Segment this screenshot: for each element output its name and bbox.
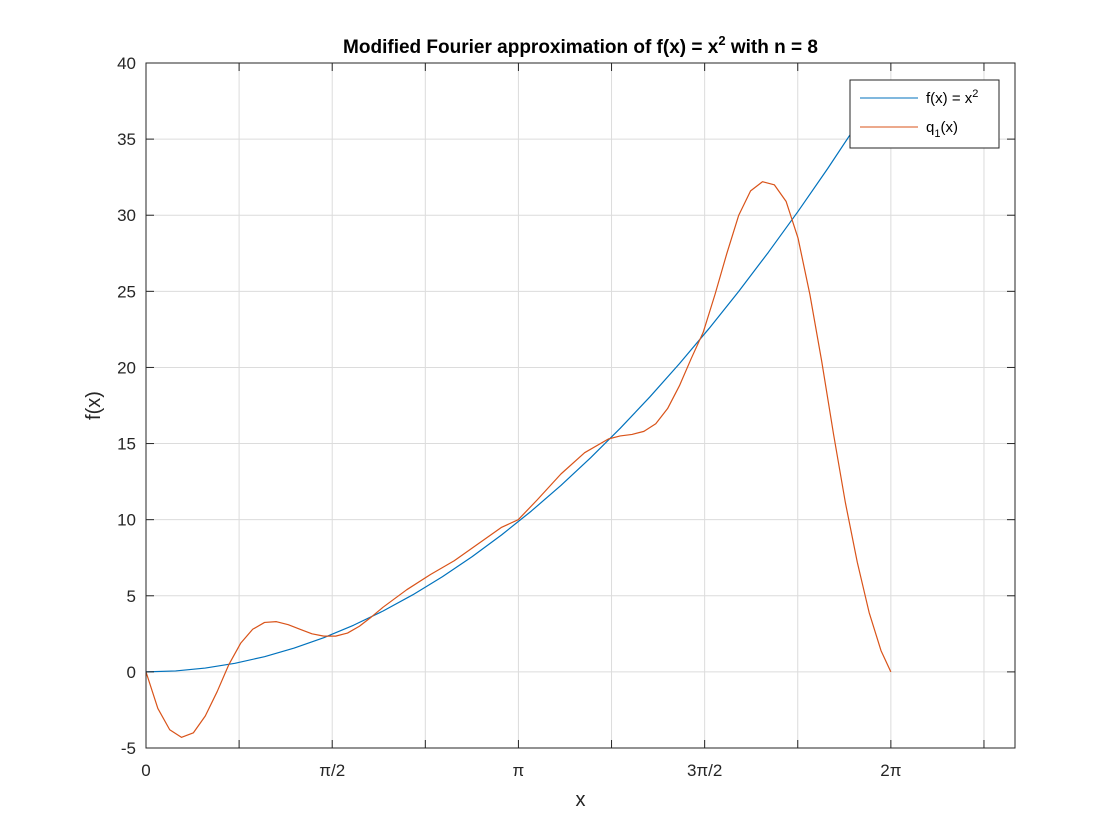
series-f-line xyxy=(146,86,882,673)
plot-frame xyxy=(145,62,1016,749)
ticks xyxy=(145,62,1015,749)
legend-box xyxy=(849,79,1000,149)
x-tick-label: 2π xyxy=(880,761,901,780)
x-tick-label: 0 xyxy=(141,761,150,780)
x-tick-label: π xyxy=(513,761,525,780)
legend-label-q1: q1(x) xyxy=(926,119,958,140)
x-tick-label: π/2 xyxy=(319,761,345,780)
y-axis-label: f(x) xyxy=(83,391,105,420)
y-tick-label: 20 xyxy=(117,358,136,377)
legend: f(x) = x2 q1(x) xyxy=(849,79,1000,149)
series-layer xyxy=(146,86,892,738)
chart-title: Modified Fourier approximation of f(x) =… xyxy=(343,33,818,58)
tick-labels: 0 π/2 π 3π/2 2π -5 0 5 10 15 20 25 30 35 40 xyxy=(117,54,901,780)
y-tick-label: -5 xyxy=(121,739,136,758)
y-tick-label: 0 xyxy=(127,663,136,682)
legend-label-f: f(x) = x2 xyxy=(926,88,978,107)
y-tick-label: 25 xyxy=(117,282,136,301)
x-tick-label: 3π/2 xyxy=(687,761,722,780)
y-tick-label: 35 xyxy=(117,130,136,149)
plot-area xyxy=(146,63,1015,748)
y-tick-label: 5 xyxy=(127,587,136,606)
y-tick-label: 40 xyxy=(117,54,136,73)
y-tick-label: 10 xyxy=(117,511,136,530)
y-tick-label: 30 xyxy=(117,206,136,225)
y-tick-label: 15 xyxy=(117,435,136,454)
x-axis-label: x xyxy=(576,789,586,811)
series-q1-line xyxy=(146,181,892,738)
